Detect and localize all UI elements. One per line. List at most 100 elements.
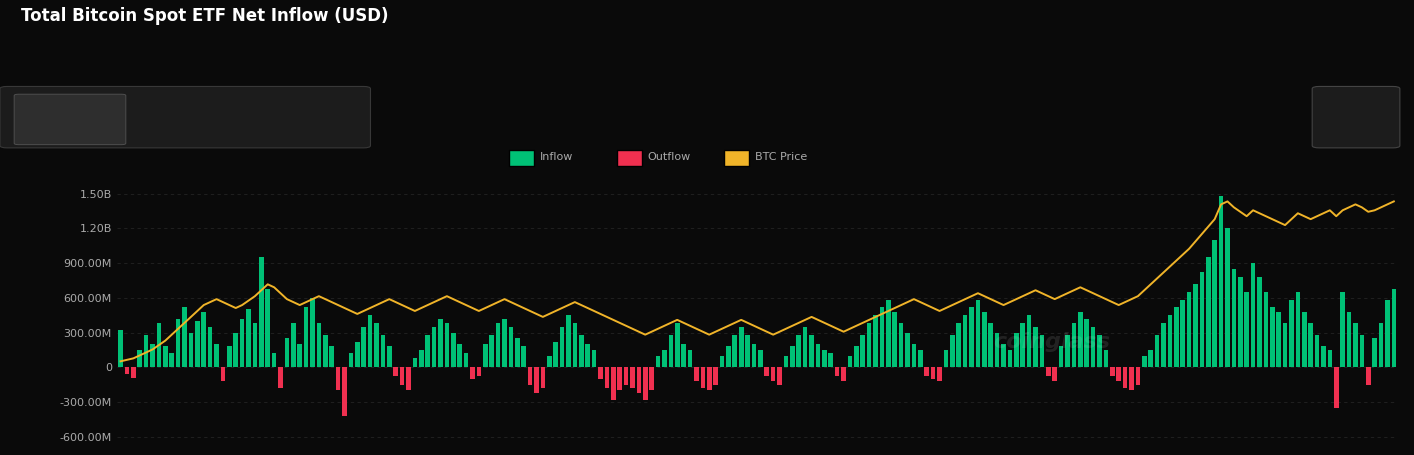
Bar — [1321, 346, 1326, 367]
Bar — [745, 335, 749, 367]
Bar — [1039, 335, 1044, 367]
Bar — [771, 367, 775, 381]
Bar — [560, 327, 564, 367]
Bar — [854, 346, 858, 367]
Bar — [1295, 292, 1299, 367]
Bar — [861, 335, 865, 367]
Bar — [732, 335, 737, 367]
Bar — [1168, 315, 1172, 367]
Bar — [1097, 335, 1102, 367]
Bar — [918, 350, 923, 367]
Bar — [995, 333, 1000, 367]
Bar — [720, 356, 724, 367]
Bar — [522, 346, 526, 367]
Bar — [419, 350, 424, 367]
Bar — [355, 342, 359, 367]
Bar — [182, 307, 187, 367]
Bar — [892, 312, 896, 367]
Bar — [1123, 367, 1127, 388]
Bar — [253, 324, 257, 367]
Bar — [1270, 307, 1274, 367]
Text: Inflow: Inflow — [540, 152, 574, 162]
Bar — [144, 335, 148, 367]
Bar — [163, 346, 168, 367]
Bar — [380, 335, 385, 367]
Bar — [943, 350, 949, 367]
Bar — [1328, 350, 1332, 367]
Bar — [489, 335, 493, 367]
Bar — [631, 367, 635, 388]
Bar — [649, 367, 653, 390]
Bar — [598, 367, 602, 379]
Bar — [1264, 292, 1268, 367]
Bar — [573, 324, 577, 367]
Bar — [925, 367, 929, 376]
Bar — [119, 330, 123, 367]
Bar — [540, 367, 546, 388]
Bar — [765, 367, 769, 376]
Bar — [228, 346, 232, 367]
Bar — [707, 367, 711, 390]
Bar — [790, 346, 795, 367]
Bar — [1282, 324, 1287, 367]
Bar — [1052, 367, 1058, 381]
Bar — [1135, 367, 1140, 384]
Bar — [547, 356, 551, 367]
Bar — [221, 367, 225, 381]
Bar — [310, 298, 315, 367]
Bar — [195, 321, 199, 367]
Bar — [124, 367, 129, 374]
Bar — [1110, 367, 1114, 376]
Bar — [656, 356, 660, 367]
Bar — [899, 324, 904, 367]
Bar — [406, 367, 411, 390]
Bar — [451, 333, 455, 367]
Bar — [1257, 277, 1261, 367]
Bar — [605, 367, 609, 388]
Bar — [956, 324, 962, 367]
Bar — [368, 315, 372, 367]
Bar — [1239, 277, 1243, 367]
Bar — [329, 346, 334, 367]
Bar — [1034, 327, 1038, 367]
Bar — [682, 344, 686, 367]
Bar — [1373, 339, 1377, 367]
Bar — [694, 367, 699, 381]
Bar — [841, 367, 846, 381]
Bar — [1206, 258, 1210, 367]
Bar — [1391, 288, 1396, 367]
Bar — [758, 350, 762, 367]
Bar — [1308, 324, 1314, 367]
Bar — [233, 333, 238, 367]
Text: BTC Price: BTC Price — [755, 152, 807, 162]
Bar — [375, 324, 379, 367]
Text: ⇕: ⇕ — [1369, 112, 1377, 122]
Bar — [778, 367, 782, 384]
Bar — [553, 342, 559, 367]
Bar — [1148, 350, 1152, 367]
Bar — [317, 324, 321, 367]
Bar — [618, 367, 622, 390]
Bar — [950, 335, 954, 367]
Bar — [591, 350, 597, 367]
Bar — [259, 258, 263, 367]
Bar — [700, 367, 706, 388]
Bar — [1225, 228, 1230, 367]
Bar — [1251, 263, 1256, 367]
Bar — [1014, 333, 1018, 367]
Bar — [137, 350, 141, 367]
Bar — [297, 344, 303, 367]
Bar — [484, 344, 488, 367]
Bar — [847, 356, 853, 367]
Bar — [937, 367, 942, 381]
Bar — [1085, 318, 1089, 367]
Bar — [988, 324, 993, 367]
Bar — [1359, 335, 1365, 367]
Bar — [349, 354, 354, 367]
Text: Volume: Volume — [300, 115, 339, 124]
Text: Flows (USD): Flows (USD) — [34, 115, 106, 124]
Bar — [502, 318, 506, 367]
Text: coinglass: coinglass — [993, 332, 1110, 352]
Bar — [1199, 273, 1205, 367]
Bar — [834, 367, 840, 376]
